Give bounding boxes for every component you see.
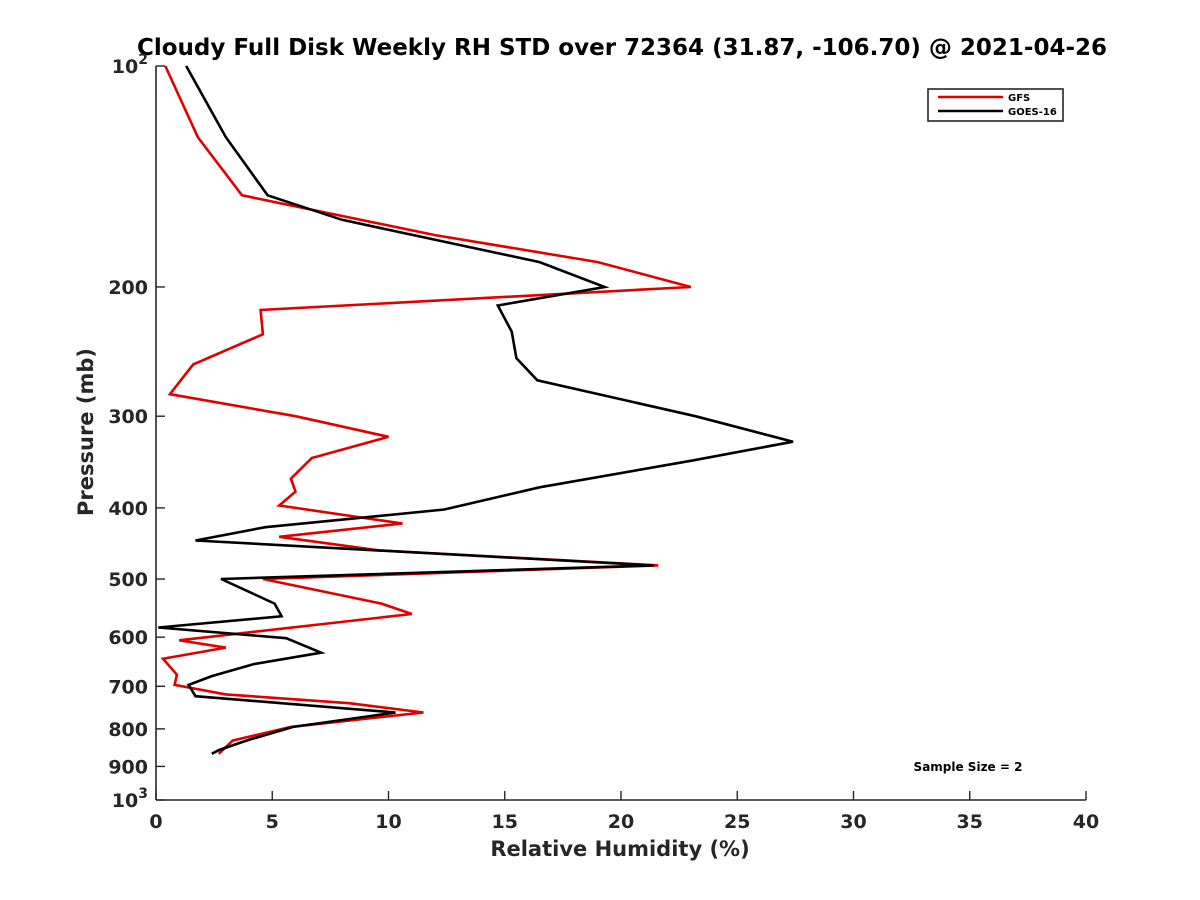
legend-label: GFS: [1008, 93, 1030, 104]
chart-title: Cloudy Full Disk Weekly RH STD over 7236…: [137, 35, 1107, 61]
x-tick-label: 40: [1073, 811, 1099, 833]
series-line-gfs: [160, 65, 692, 755]
sample-size-annotation: Sample Size = 2: [914, 760, 1023, 774]
y-axis-ticks: 102 200 300 400 500 600 700 800 900 103: [108, 52, 165, 812]
y-tick-label: 400: [108, 498, 148, 520]
y-tick-label: 300: [108, 406, 148, 428]
x-tick-label: 5: [266, 811, 279, 833]
legend-box: [927, 88, 1064, 122]
x-axis-ticks: 0 5 10 15 20 25 30 35 40: [149, 791, 1099, 833]
y-tick-label: 800: [108, 719, 148, 741]
y-tick-label: 600: [108, 627, 148, 649]
x-tick-label: 30: [840, 811, 866, 833]
y-tick-label: 900: [108, 756, 148, 778]
plot-area: [158, 65, 794, 755]
legend-label: GOES-16: [1008, 107, 1057, 118]
x-tick-label: 25: [724, 811, 750, 833]
y-tick-label: 700: [108, 676, 148, 698]
axes: [155, 66, 1086, 801]
x-tick-label: 10: [375, 811, 401, 833]
x-axis-label: Relative Humidity (%): [490, 837, 749, 861]
y-tick-label: 102: [112, 52, 148, 78]
x-tick-label: 15: [492, 811, 518, 833]
y-tick-label: 500: [108, 569, 148, 591]
x-tick-label: 0: [149, 811, 162, 833]
series-line-goes-16: [158, 65, 794, 755]
y-tick-label: 103: [112, 786, 148, 812]
x-tick-label: 35: [957, 811, 983, 833]
y-tick-label: 200: [108, 277, 148, 299]
x-tick-label: 20: [608, 811, 634, 833]
y-axis-label: Pressure (mb): [74, 348, 98, 516]
legend: GFS GOES-16: [927, 88, 1064, 122]
